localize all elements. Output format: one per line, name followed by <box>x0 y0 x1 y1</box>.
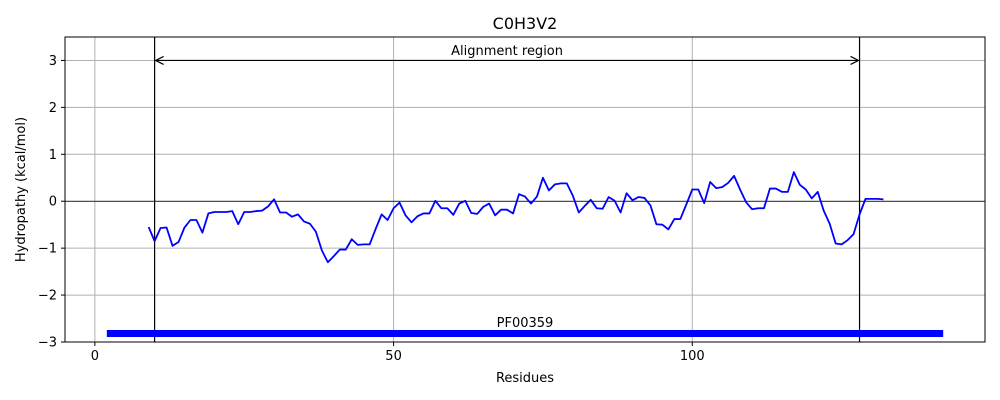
hydropathy-series <box>147 171 884 264</box>
y-tick-label: 2 <box>49 101 57 116</box>
y-tick-label: 3 <box>49 54 57 69</box>
annotation-label: Alignment region <box>451 44 563 59</box>
region-boundaries <box>154 37 861 342</box>
y-tick-label: 0 <box>49 195 57 210</box>
annotation-label: PF00359 <box>497 316 554 331</box>
chart-title: C0H3V2 <box>493 14 558 33</box>
hydropathy-line <box>147 171 884 264</box>
y-tick-label: −2 <box>38 289 57 304</box>
y-tick-label: −1 <box>38 242 57 257</box>
x-axis-label: Residues <box>496 371 554 386</box>
x-tick-label: 0 <box>91 349 99 364</box>
plot-frame <box>64 36 986 343</box>
annotations: Alignment region PF00359 <box>156 44 859 331</box>
x-tick-label: 100 <box>680 349 705 364</box>
axis-ticks: 0 50 100 −3 −2 −1 0 1 2 3 <box>38 54 705 364</box>
y-axis-label: Hydropathy (kcal/mol) <box>14 117 29 262</box>
y-tick-label: 1 <box>49 148 57 163</box>
x-tick-label: 50 <box>385 349 402 364</box>
grid <box>65 37 985 343</box>
y-tick-label: −3 <box>38 336 57 351</box>
